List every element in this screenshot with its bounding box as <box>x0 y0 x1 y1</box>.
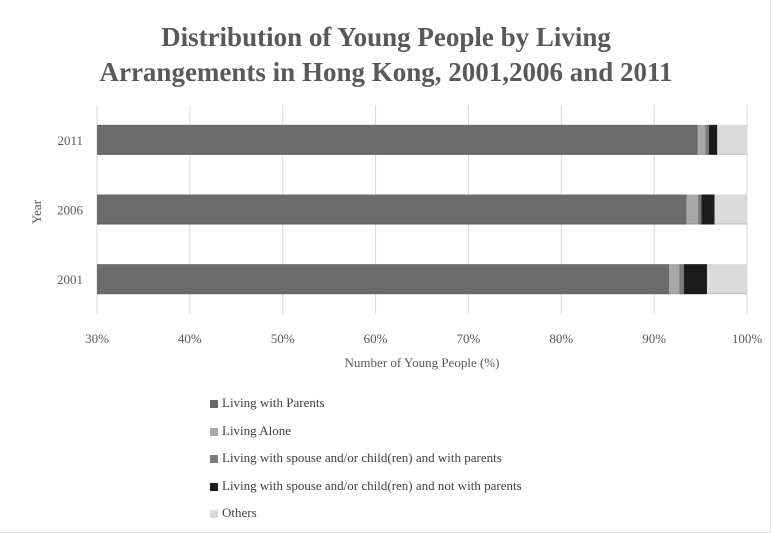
tick-labels: 30% 40% 50% 60% 70% 80% 90% 100% 2011 2006 2001 <box>57 133 762 346</box>
bar-segment-2011-1 <box>697 124 706 155</box>
bar-segment-2011-4 <box>717 124 747 155</box>
y-tick-label: 2001 <box>57 272 83 287</box>
x-tick-label: 40% <box>178 331 202 346</box>
x-tick-label: 30% <box>85 331 109 346</box>
bar-segment-2006-3 <box>701 194 715 225</box>
legend-swatch <box>210 455 218 464</box>
bar-shadow-2001 <box>97 293 747 295</box>
bar-shadow-2011 <box>97 153 747 155</box>
bar-segment-2006-1 <box>686 194 698 225</box>
chart-title-line-1: Distribution of Young People by Living <box>161 22 611 52</box>
bar-segment-2006-4 <box>714 194 747 225</box>
y-tick-label: 2006 <box>57 203 84 218</box>
x-tick-label: 60% <box>364 331 388 346</box>
legend-item: Living with spouse and/or child(ren) and… <box>210 450 522 478</box>
legend-label: Living with spouse and/or child(ren) and… <box>222 450 502 466</box>
legend-swatch <box>210 510 218 519</box>
bar-segment-2001-0 <box>97 264 669 295</box>
bar-segment-2011-3 <box>708 124 718 155</box>
chart-legend: Living with Parents Living Alone Living wi… <box>210 395 522 533</box>
legend-item: Living with spouse and/or child(ren) and… <box>210 478 522 506</box>
x-tick-label: 50% <box>271 331 295 346</box>
legend-label: Others <box>222 505 257 521</box>
bar-segment-2011-0 <box>97 124 698 155</box>
bar-segment-2011-2 <box>705 124 709 155</box>
x-tick-label: 70% <box>457 331 481 346</box>
bar-segment-2001-3 <box>683 264 708 295</box>
legend-item: Living with Parents <box>210 395 522 423</box>
bar-shadow-2006 <box>97 223 747 225</box>
bar-segment-2006-0 <box>97 194 687 225</box>
legend-label: Living Alone <box>222 422 291 438</box>
x-tick-label: 90% <box>642 331 666 346</box>
chart-title-line-2: Arrangements in Hong Kong, 2001,2006 and… <box>99 57 673 87</box>
x-tick-label: 100% <box>732 331 763 346</box>
legend-item: Others <box>210 505 522 533</box>
bar-segment-2001-2 <box>679 264 684 295</box>
legend-swatch <box>210 427 218 436</box>
legend-swatch <box>210 400 218 408</box>
x-tick-label: 80% <box>549 331 573 346</box>
y-axis-label: Year <box>29 199 44 224</box>
bar-segment-2001-4 <box>707 264 747 295</box>
legend-swatch <box>210 482 218 491</box>
x-axis-label: Number of Young People (%) <box>345 355 500 370</box>
y-tick-label: 2011 <box>57 133 83 148</box>
bar-segment-2006-2 <box>697 194 702 225</box>
legend-label: Living with Parents <box>222 395 325 410</box>
legend-item: Living Alone <box>210 423 522 451</box>
bars <box>97 124 747 295</box>
bar-segment-2001-1 <box>669 264 680 295</box>
legend-label: Living with spouse and/or child(ren) and… <box>222 477 522 493</box>
